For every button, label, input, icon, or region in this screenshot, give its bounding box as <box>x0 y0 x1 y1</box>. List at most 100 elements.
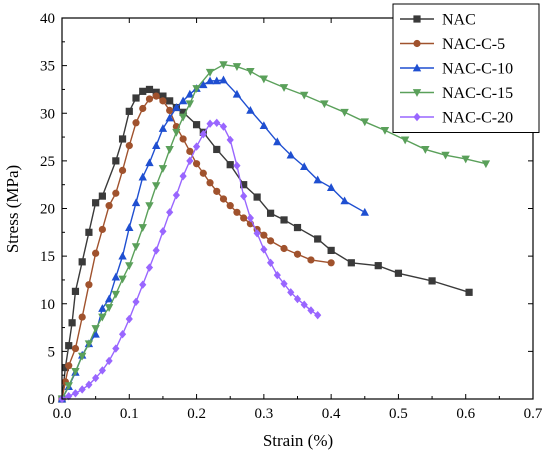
data-point <box>71 344 80 353</box>
data-point <box>246 213 254 223</box>
data-point <box>139 87 147 95</box>
data-point <box>104 294 114 303</box>
data-point <box>98 304 107 312</box>
data-point <box>145 158 154 167</box>
data-point <box>226 161 234 169</box>
data-point <box>131 198 141 207</box>
data-point <box>152 92 160 100</box>
x-tick-label: 0.0 <box>53 406 72 422</box>
data-point <box>286 150 295 159</box>
data-point <box>212 76 221 85</box>
data-point <box>132 119 140 127</box>
y-tick-label: 20 <box>40 202 55 218</box>
data-point <box>91 329 100 338</box>
data-point <box>85 228 93 236</box>
data-point <box>152 182 161 191</box>
data-point <box>125 314 133 324</box>
data-point <box>118 330 127 339</box>
data-point <box>240 214 248 222</box>
x-axis-title: Strain (%) <box>263 431 333 450</box>
data-point <box>380 126 390 135</box>
data-point <box>300 91 309 100</box>
data-point <box>125 107 133 115</box>
data-point <box>206 119 214 128</box>
data-point <box>253 193 261 201</box>
x-tick-label: 0.3 <box>254 406 273 422</box>
data-point <box>104 304 114 312</box>
data-point <box>132 94 140 102</box>
legend-label: NAC <box>442 12 476 29</box>
data-point <box>320 100 329 109</box>
legend-item: NAC-C-20 <box>400 110 513 127</box>
data-point <box>307 256 315 264</box>
data-point <box>185 100 195 109</box>
series-3 <box>57 61 491 404</box>
data-point <box>118 251 127 260</box>
data-point <box>98 313 107 322</box>
data-point <box>84 340 94 349</box>
data-point <box>273 137 282 146</box>
data-point <box>280 279 288 288</box>
data-point <box>159 227 167 236</box>
data-point <box>152 88 160 96</box>
data-point <box>266 237 275 245</box>
legend-label: NAC-C-5 <box>442 36 505 53</box>
data-point <box>65 391 73 401</box>
legend: NAC NAC-C-5 NAC-C-10 NAC-C-15 NAC-C-20 <box>392 3 540 133</box>
y-axis-title: Stress (MPa) <box>3 165 22 253</box>
data-point <box>61 363 69 372</box>
data-point <box>300 300 308 309</box>
data-point <box>92 199 100 207</box>
data-point <box>165 113 174 122</box>
data-point <box>158 124 168 132</box>
data-point <box>199 130 207 139</box>
data-point <box>78 313 86 321</box>
data-point <box>178 113 188 122</box>
data-point <box>213 145 221 154</box>
legend-label: NAC-C-10 <box>442 61 513 78</box>
data-point <box>85 281 93 289</box>
data-point <box>179 135 187 143</box>
data-point <box>279 84 289 92</box>
data-point <box>111 272 121 281</box>
x-tick-label: 0.2 <box>187 406 206 422</box>
x-tick-label: 0.1 <box>120 406 139 422</box>
data-point <box>65 362 73 370</box>
data-point <box>68 319 76 327</box>
data-point <box>112 157 120 165</box>
data-point <box>71 389 80 398</box>
y-tick-label: 5 <box>48 344 56 360</box>
x-tick-label: 0.4 <box>322 406 341 422</box>
data-point <box>92 373 100 383</box>
data-point <box>165 146 174 154</box>
data-point <box>394 269 403 277</box>
legend-item: NAC-C-15 <box>400 85 513 102</box>
data-point <box>240 191 248 201</box>
data-point <box>179 171 187 181</box>
legend-marker <box>412 63 422 72</box>
data-point <box>219 75 228 84</box>
legend-marker <box>413 112 421 122</box>
data-point <box>280 216 288 224</box>
data-point <box>111 290 121 299</box>
data-point <box>327 259 335 267</box>
legend-label: NAC-C-15 <box>442 85 513 102</box>
data-point <box>428 277 436 285</box>
data-point <box>192 160 201 168</box>
data-point <box>98 225 106 234</box>
data-point <box>71 367 80 376</box>
data-point <box>145 202 154 211</box>
x-tick-label: 0.5 <box>389 406 408 422</box>
data-point <box>253 229 261 238</box>
data-point <box>246 105 255 114</box>
series-layer <box>57 61 491 404</box>
data-point <box>192 85 201 93</box>
data-point <box>266 209 275 217</box>
y-tick-label: 0 <box>48 392 56 408</box>
axes-layer: 0.0 0.1 0.2 0.3 0.4 0.5 0.6 0.7 0 5 10 15 20 25 30 35 40 <box>40 11 543 422</box>
data-point <box>293 250 302 258</box>
data-point <box>172 103 181 111</box>
data-point <box>360 118 369 127</box>
data-point <box>71 287 80 295</box>
data-point <box>205 68 215 77</box>
